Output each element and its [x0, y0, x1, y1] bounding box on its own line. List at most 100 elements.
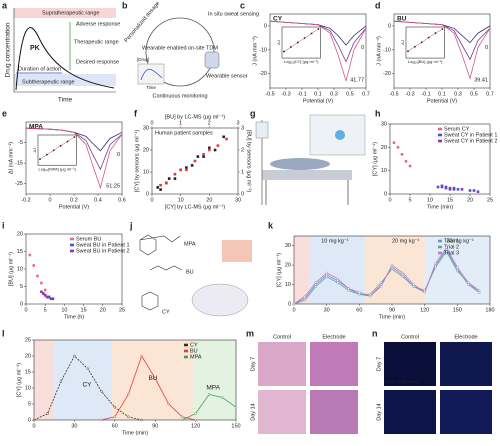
sensor-icon [204, 51, 220, 69]
x-tick-label: 150 [231, 423, 240, 429]
panel-b: Personalized dosage In situ sweat sensin… [124, 1, 260, 100]
data-point [358, 291, 361, 294]
inset-point [441, 28, 444, 30]
y-tick-label: 5 [20, 284, 23, 290]
data-point [423, 291, 426, 294]
peak-label: CY [82, 382, 92, 389]
x-tick-label: 0.5 [470, 91, 478, 97]
y-tick-label: 30 [143, 125, 149, 131]
y-tick-label: 0 [146, 191, 149, 197]
pk-label: PK [30, 45, 40, 52]
panel-j: MPA BU CY [139, 234, 252, 317]
region [310, 236, 365, 304]
y-tick-label: -10 [259, 47, 267, 53]
data-point [448, 186, 452, 190]
x-tick-label: 0.2 [70, 197, 78, 203]
series-line [393, 20, 491, 80]
bu-label: BU [186, 269, 194, 275]
legend-swatch [438, 139, 442, 143]
data-point [100, 418, 103, 422]
data-point [208, 146, 211, 150]
chart-label: BU [397, 16, 407, 23]
panel-l: 0 30 60 90 120 150 0 5 10 15 20 25 Time (min) [CY] (μ… [16, 337, 240, 436]
data-point [32, 418, 36, 422]
row-label: Day 7 [376, 357, 382, 371]
y-tick-label: 10 [143, 169, 149, 175]
data-point [477, 291, 481, 294]
data-point [127, 415, 130, 419]
y2-tick-label: 1 [241, 169, 244, 175]
data-point [32, 264, 35, 267]
y-tick-label: 10 [17, 266, 23, 272]
data-point [185, 166, 188, 169]
x-tick-label: 30 [71, 423, 77, 429]
y-tick-label: 0 [264, 23, 267, 29]
col-label: Electrode [322, 334, 345, 340]
x-tick-label: 60 [356, 307, 362, 313]
x-tick-label: -0.3 [281, 91, 290, 97]
sensor [335, 130, 345, 140]
range-top: 39.41 [474, 77, 488, 83]
inset-point [39, 158, 41, 161]
y-tick-label: -20 [383, 71, 391, 77]
x-tick-label: 120 [191, 423, 200, 429]
y-label: ΔI (nA mm⁻²) [8, 142, 14, 174]
data-point [216, 144, 220, 147]
panel-c: -0.5 -0.3 -0.1 0.1 0.3 0.5 0.7 -20 -10 0 Potential… [252, 13, 370, 104]
data-point [159, 188, 162, 191]
inset-point [59, 144, 62, 147]
legend-label: Sweat CY in Patient 2 [444, 138, 497, 144]
data-point [434, 261, 437, 265]
panel-h: 0 5 10 15 20 25 0 10 20 30 Time (min) [CY] (μg ml⁻¹… [372, 121, 497, 210]
data-point [225, 137, 228, 141]
data-point [347, 287, 350, 290]
inset-point [310, 32, 313, 35]
col-label: Control [401, 334, 419, 340]
inset-point [420, 41, 423, 44]
mouse [191, 283, 249, 317]
cy-label: CY [162, 309, 170, 315]
plot-frame [151, 127, 239, 195]
inset-point [317, 28, 320, 30]
data-point [434, 265, 437, 269]
y-tick-label: 5 [28, 401, 31, 407]
x2-tick-label: 1 [179, 120, 182, 126]
x-tick-label: -0.5 [265, 91, 274, 97]
x-tick-label: 30 [324, 307, 330, 313]
data-point [51, 297, 55, 301]
data-point [404, 160, 408, 163]
series-line [25, 127, 123, 171]
data-point [401, 271, 405, 275]
y-tick-label: 15 [17, 249, 23, 255]
panel-d: -0.5 -0.3 -0.1 0.1 0.3 0.5 0.7 -20 -10 0 Potential… [376, 13, 494, 104]
x-tick-label: -0.1 [421, 91, 430, 97]
range-top: 41.77 [350, 77, 364, 83]
chart-label: MPA [29, 124, 43, 131]
row-label: Day 14 [250, 403, 256, 420]
data-point [401, 275, 405, 279]
region [294, 236, 311, 304]
stain-label: Nuclei [408, 379, 419, 384]
tissue-image [258, 342, 306, 386]
data-point [193, 159, 197, 163]
monitor-label: Continuous monitoring [152, 93, 207, 99]
data-point [456, 265, 459, 269]
y-tick-label: 15 [25, 369, 31, 375]
insitu-label: In situ sweat sensing [208, 11, 259, 17]
data-point [194, 412, 197, 415]
data-point [292, 302, 296, 306]
x-tick-label: 15 [81, 307, 87, 313]
data-point [396, 146, 400, 149]
x-label: Time (min) [122, 430, 148, 436]
inset-point [407, 50, 409, 53]
y2-tick-label: 0 [241, 191, 244, 197]
data-point [222, 135, 225, 139]
y-tick-label: 20 [143, 147, 149, 153]
center-label: Wearable enabled on-site TDM [142, 45, 218, 51]
data-point [400, 153, 404, 156]
x-tick-label: 10 [427, 197, 433, 203]
x2-label: [BU] by LC-MS (μg ml⁻¹) [165, 114, 225, 120]
x-tick-label: 120 [420, 307, 429, 313]
data-point [408, 164, 412, 168]
data-point [43, 293, 47, 297]
